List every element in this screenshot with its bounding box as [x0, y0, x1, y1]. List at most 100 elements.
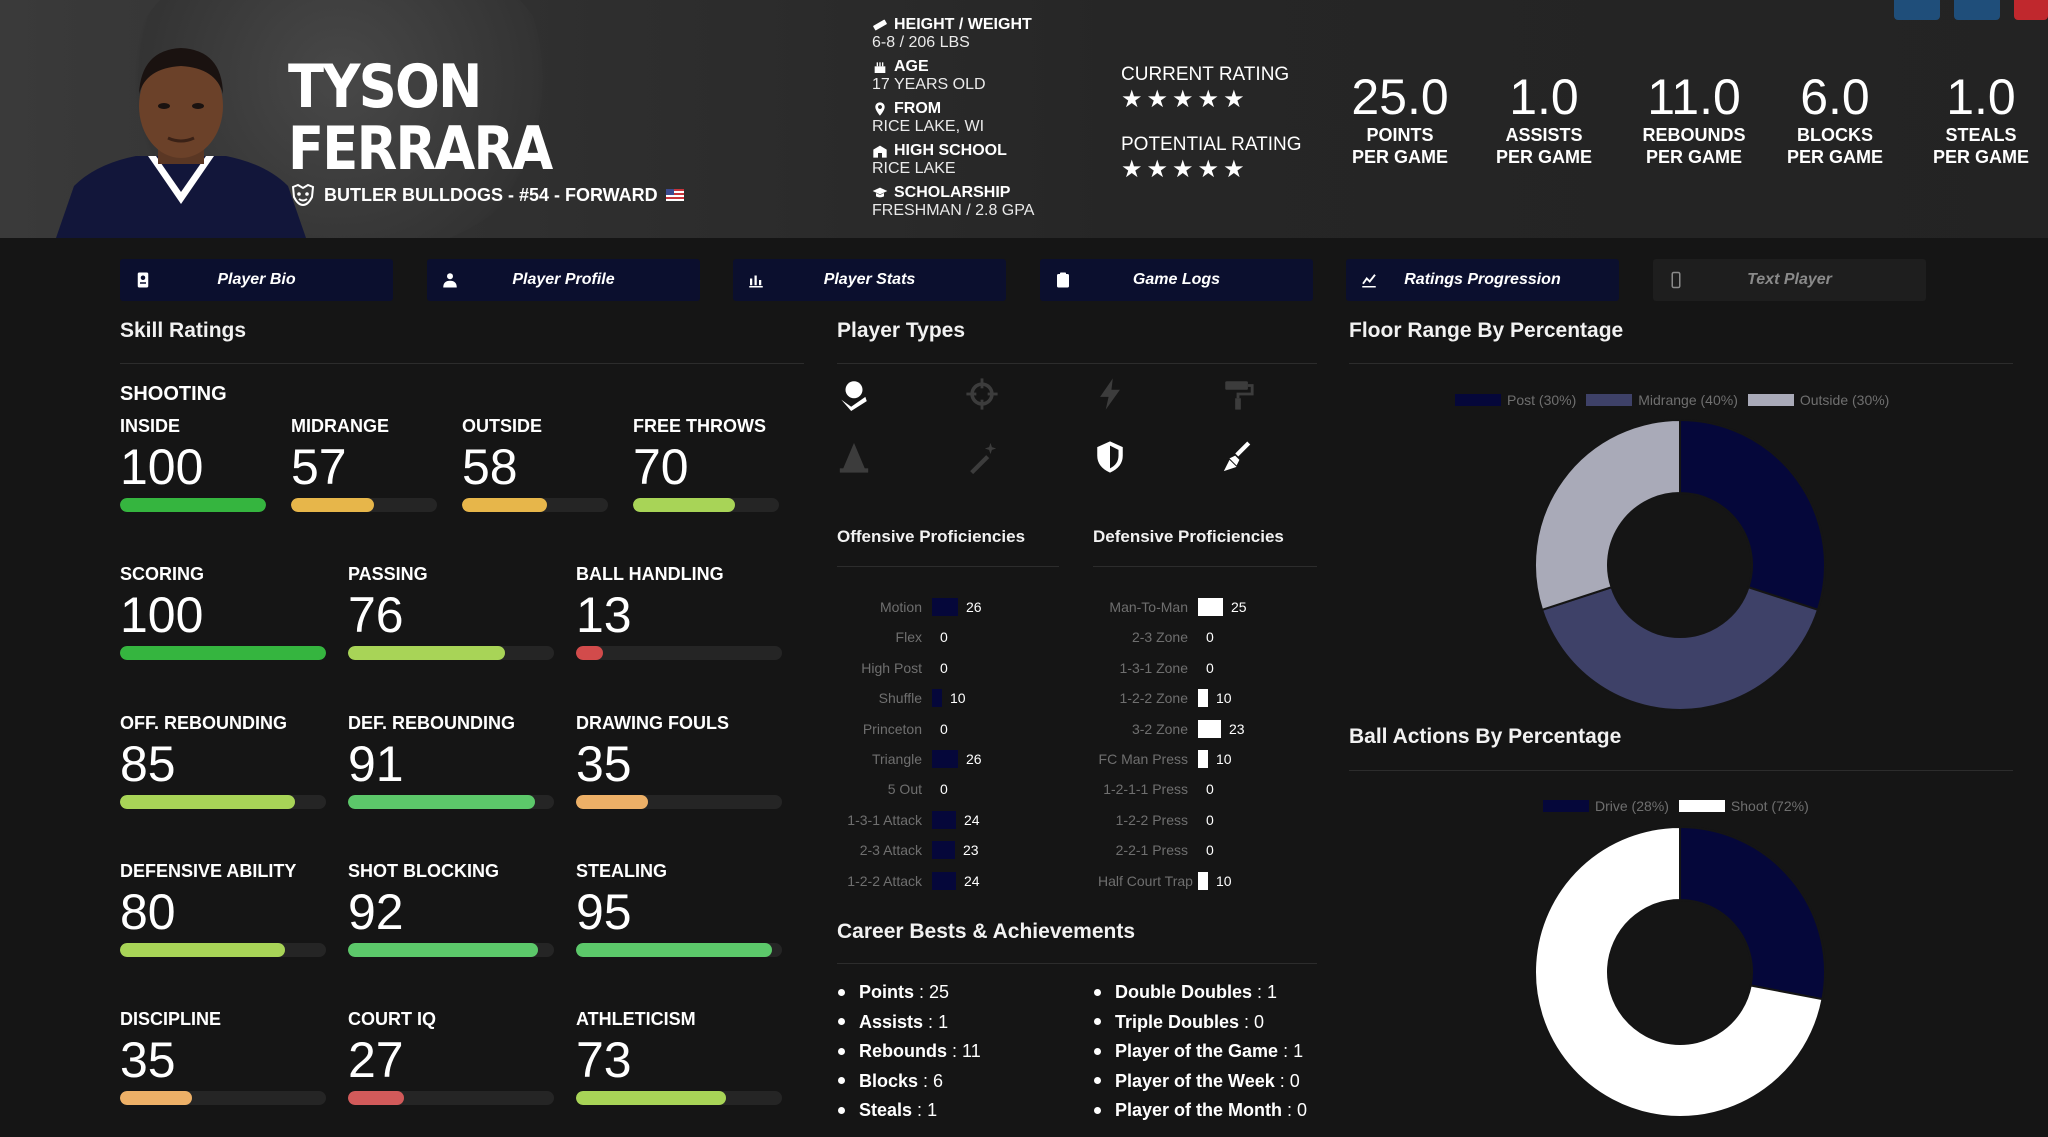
proficiency-value: 24 [964, 811, 980, 828]
legend-item[interactable]: Midrange (40%) [1586, 392, 1738, 408]
star-icon: ★ [1121, 156, 1143, 183]
proficiency-label: 2-3 Attack [859, 842, 922, 859]
proficiency-label: FC Man Press [1098, 751, 1188, 767]
nav-button-label: Text Player [1747, 271, 1832, 288]
legend-label: Outside (30%) [1799, 392, 1890, 408]
next-arrow-button[interactable] [1954, 0, 2000, 20]
skill-label: COURT IQ [348, 1009, 436, 1029]
career-key: Player of the Game [1115, 1041, 1279, 1061]
skill-bar-track [462, 498, 608, 512]
donut-slice[interactable] [1540, 585, 1820, 711]
nav-icon-wrap [441, 271, 459, 289]
proficiency-label: Shuffle [878, 690, 922, 707]
star-icon: ★ [1197, 86, 1220, 113]
season-stat-label: POINTS [1366, 125, 1434, 145]
career-value: 1 [927, 1100, 938, 1120]
ball-actions-donut-chart [1534, 825, 1826, 1118]
season-stat: 25.0 POINTS PER GAME [1325, 70, 1475, 168]
skill-bar-fill [120, 646, 326, 660]
bio-value: RICE LAKE [872, 160, 956, 177]
skill-value: 100 [120, 439, 204, 495]
player-type-inactive[interactable] [837, 440, 871, 474]
skill-bar-track [120, 646, 326, 660]
skill-value: 95 [576, 884, 632, 940]
career-bests-title: Career Bests & Achievements [837, 920, 1136, 943]
player-type-active[interactable] [837, 377, 871, 411]
player-type-inactive[interactable] [965, 377, 999, 411]
proficiency-label: 2-2-1 Press [1115, 842, 1188, 859]
cake-icon [874, 62, 886, 73]
player-type-inactive[interactable] [1221, 377, 1255, 411]
career-item: Player of the Week : 0 [1094, 1070, 1300, 1092]
season-stat-label: ASSISTS [1505, 125, 1583, 145]
season-stat-label: PER GAME [1932, 147, 2029, 167]
career-item: Player of the Game : 1 [1094, 1040, 1303, 1062]
nav-button-game-logs[interactable]: Game Logs [1040, 259, 1313, 301]
proficiency-value: 0 [940, 781, 948, 798]
floor-range-legend: Post (30%) Midrange (40%) Outside (30%) [1455, 392, 1889, 408]
proficiency-value: 0 [940, 720, 948, 737]
defensive-row: 2-2-1 Press 0 [1098, 840, 1214, 860]
player-type-active[interactable] [1221, 440, 1255, 474]
legend-item[interactable]: Post (30%) [1455, 392, 1576, 408]
close-button[interactable] [2014, 0, 2048, 20]
legend-label: Post (30%) [1507, 392, 1577, 408]
crosshair-icon [966, 378, 998, 410]
career-value: 11 [962, 1041, 981, 1061]
donut-slice[interactable] [1679, 418, 1826, 612]
current-rating-label: CURRENT RATING [1121, 64, 1290, 85]
career-separator: : [1252, 982, 1268, 1002]
season-stat-label: PER GAME [1786, 147, 1883, 167]
legend-item[interactable]: Outside (30%) [1747, 392, 1890, 408]
nav-button-text-player[interactable]: Text Player [1653, 259, 1926, 301]
nav-button-label: Player Stats [823, 271, 916, 288]
bullet [1094, 988, 1101, 996]
career-separator: : [923, 1011, 939, 1032]
legend-item[interactable]: Shoot (72%) [1678, 798, 1809, 814]
skill-label: FREE THROWS [633, 416, 766, 436]
donut-slice[interactable] [1679, 825, 1826, 1001]
us-flag-icon [665, 189, 684, 201]
player-type-inactive[interactable] [1093, 377, 1127, 411]
defensive-row: 1-2-2 Press 0 [1098, 810, 1214, 830]
prev-arrow-button[interactable] [1894, 0, 1940, 20]
career-item: Steals : 1 [838, 1099, 937, 1121]
proficiency-value: 0 [1206, 629, 1214, 646]
skill-value: 57 [291, 439, 347, 495]
skill-rating: ATHLETICISM 73 [576, 1009, 782, 1105]
nav-button-player-profile[interactable]: Player Profile [427, 259, 700, 301]
skill-label: DEF. REBOUNDING [348, 713, 516, 733]
nav-button-player-bio[interactable]: Player Bio [120, 259, 393, 301]
proficiency-value: 25 [1231, 599, 1247, 615]
skill-value: 91 [348, 736, 404, 792]
career-value: 0 [1289, 1070, 1300, 1091]
donut-slice[interactable] [1534, 825, 1824, 1118]
bullet [838, 1106, 845, 1114]
skill-label: STEALING [576, 861, 668, 881]
ball-actions-legend: Drive (28%) Shoot (72%) [1543, 798, 1809, 814]
donut-slice[interactable] [1534, 418, 1681, 612]
bio-value: 17 YEARS OLD [872, 76, 986, 93]
defensive-row: 2-3 Zone 0 [1098, 627, 1214, 647]
offensive-row: Shuffle 10 [832, 688, 966, 708]
skill-bar-fill [348, 646, 505, 660]
star-icon: ★ [1172, 86, 1194, 113]
career-separator: : [1282, 1100, 1298, 1120]
player-type-active[interactable] [1093, 440, 1127, 474]
offensive-row: Princeton 0 [832, 719, 948, 739]
rating-block: CURRENT RATING ★ ★ ★ ★ ★ POTENTIAL RATING ★ ★… [1121, 64, 1321, 204]
star-icon: ★ [1146, 156, 1169, 183]
offensive-row: Motion 26 [832, 597, 982, 617]
nav-button-ratings-progression[interactable]: Ratings Progression [1346, 259, 1619, 301]
star-icon: ★ [1223, 156, 1245, 183]
offensive-divider [837, 566, 1059, 567]
bullet [838, 1018, 845, 1025]
player-type-inactive[interactable] [965, 440, 999, 475]
legend-item[interactable]: Drive (28%) [1543, 798, 1669, 814]
proficiency-value: 0 [1206, 659, 1214, 676]
shooting-group-label: SHOOTING [120, 383, 227, 405]
skill-ratings-title: Skill Ratings [120, 319, 247, 342]
offensive-row: 1-3-1 Attack 24 [832, 810, 980, 830]
nav-button-player-stats[interactable]: Player Stats [733, 259, 1006, 301]
bio-label-text: SCHOLARSHIP [894, 184, 1011, 201]
